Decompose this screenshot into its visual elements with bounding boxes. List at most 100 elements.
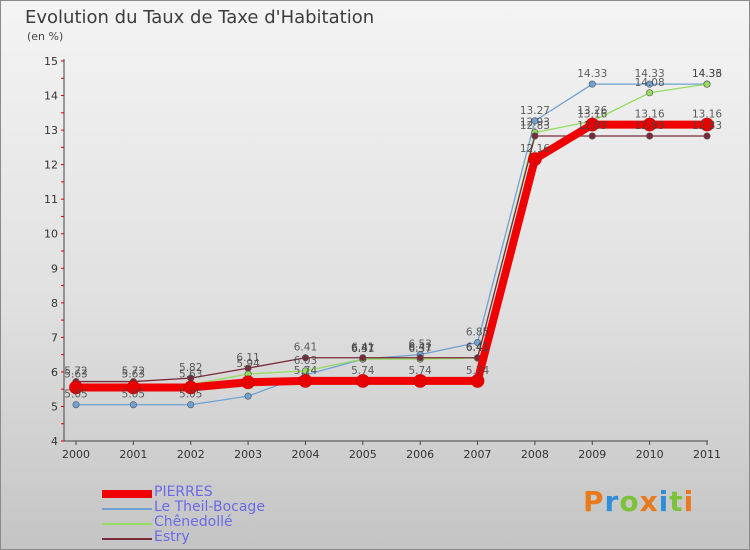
data-point-chenedolle [703, 80, 711, 88]
data-label-pierres: 13.16 [577, 109, 607, 121]
series-line-chenedolle [75, 83, 708, 386]
legend-swatch [102, 508, 152, 510]
data-point-le-theil-bocage [474, 339, 482, 347]
data-label-pierres: 5.74 [294, 365, 318, 377]
data-label-chenedolle: 6.41 [466, 342, 489, 354]
logo-letter: P [583, 485, 605, 518]
data-point-le-theil-bocage [72, 401, 80, 409]
x-tick-label: 2009 [578, 448, 606, 461]
data-label-le-theil-bocage: 5.05 [179, 389, 202, 401]
y-tick-label: 8 [51, 297, 58, 310]
data-label-estry: 12.83 [635, 120, 665, 132]
legend-label: PIERRES [154, 484, 213, 500]
y-tick-label: 11 [44, 193, 58, 206]
data-label-estry: 5.82 [179, 362, 202, 374]
data-label-le-theil-bocage: 14.33 [577, 68, 607, 80]
data-point-pierres [241, 375, 255, 390]
y-tick-label: 4 [51, 435, 58, 448]
y-tick-label: 13 [44, 124, 58, 137]
proxiti-logo: Proxiti [583, 485, 694, 518]
data-label-chenedolle: 5.94 [236, 358, 260, 370]
data-point-estry [646, 132, 654, 140]
x-tick-label: 2005 [349, 448, 377, 461]
x-tick-label: 2004 [291, 448, 319, 461]
series-line-pierres [72, 120, 711, 392]
legend-label: Estry [154, 529, 190, 545]
data-point-le-theil-bocage [187, 401, 195, 409]
data-point-le-theil-bocage [646, 80, 654, 88]
data-point-pierres [700, 117, 714, 132]
legend-label: Chênedollé [154, 514, 233, 530]
data-label-chenedolle: 13.26 [577, 105, 607, 117]
data-label-chenedolle: 6.03 [294, 355, 317, 367]
x-tick-label: 2001 [119, 448, 147, 461]
data-label-pierres: 13.16 [635, 109, 665, 121]
data-label-estry: 5.72 [64, 366, 87, 378]
data-label-chenedolle: 6.41 [351, 343, 374, 355]
data-label-pierres: 12.16 [520, 143, 550, 155]
data-label-le-theil-bocage: 14.33 [635, 68, 665, 80]
data-point-le-theil-bocage [531, 117, 539, 125]
logo-letter: t [669, 485, 684, 518]
data-label-estry: 6.41 [408, 342, 431, 354]
data-label-le-theil-bocage: 5.05 [122, 389, 145, 401]
data-point-pierres [183, 380, 198, 395]
data-label-pierres: 5.74 [351, 365, 375, 377]
legend-swatch [102, 490, 152, 498]
x-tick-label: 2010 [636, 448, 664, 461]
x-tick-label: 2006 [406, 448, 434, 461]
chart-unit-label: (en %) [27, 30, 64, 43]
data-point-le-theil-bocage [129, 401, 137, 409]
data-label-estry: 12.83 [577, 120, 607, 132]
data-point-pierres [298, 374, 313, 388]
x-tick-label: 2008 [521, 448, 549, 461]
data-label-chenedolle: 5.63 [64, 369, 87, 381]
y-tick-label: 5 [51, 400, 58, 413]
data-label-chenedolle: 5.63 [122, 369, 145, 381]
x-tick-label: 2011 [693, 448, 721, 461]
x-tick-label: 2003 [234, 448, 262, 461]
data-point-le-theil-bocage [588, 80, 596, 88]
data-label-pierres: 13.16 [692, 109, 722, 121]
data-point-chenedolle [301, 367, 309, 375]
data-label-estry: 6.41 [466, 342, 489, 354]
logo-letter: r [604, 485, 620, 518]
series-line-le-theil-bocage [75, 83, 708, 406]
logo-letter: i [658, 485, 670, 518]
data-label-estry: 12.83 [692, 120, 722, 132]
legend-label: Le Theil-Bocage [154, 499, 265, 515]
y-tick-label: 7 [51, 331, 58, 344]
data-point-estry [301, 354, 309, 362]
data-label-le-theil-bocage: 13.27 [520, 105, 550, 117]
data-label-chenedolle: 14.36 [692, 68, 722, 80]
data-point-estry [588, 132, 596, 140]
y-tick-label: 6 [51, 366, 58, 379]
series-line-estry [75, 135, 708, 383]
data-label-estry: 5.72 [122, 366, 145, 378]
data-label-chenedolle: 12.93 [520, 117, 550, 129]
chart-title: Evolution du Taux de Taxe d'Habitation [25, 7, 375, 28]
data-label-chenedolle: 5.63 [179, 369, 202, 381]
data-label-estry: 6.41 [294, 342, 317, 354]
data-point-le-theil-bocage [244, 392, 252, 400]
data-point-pierres [413, 374, 427, 388]
data-point-estry [244, 364, 252, 372]
data-point-pierres [356, 374, 370, 388]
data-label-le-theil-bocage: 6.53 [408, 339, 431, 351]
legend-swatch [102, 538, 152, 540]
logo-letter: x [639, 485, 659, 518]
y-tick-label: 12 [44, 159, 58, 172]
data-point-estry [416, 354, 424, 362]
data-point-estry [359, 354, 367, 362]
data-label-pierres: 5.74 [408, 365, 432, 377]
data-point-pierres [585, 117, 600, 132]
data-point-estry [531, 132, 539, 140]
data-point-pierres [470, 374, 485, 388]
data-label-le-theil-bocage: 6.37 [351, 343, 374, 355]
data-label-chenedolle: 14.08 [635, 77, 665, 89]
y-tick-label: 15 [44, 55, 58, 68]
data-label-le-theil-bocage: 5.05 [64, 389, 87, 401]
data-label-estry: 12.83 [520, 120, 550, 132]
